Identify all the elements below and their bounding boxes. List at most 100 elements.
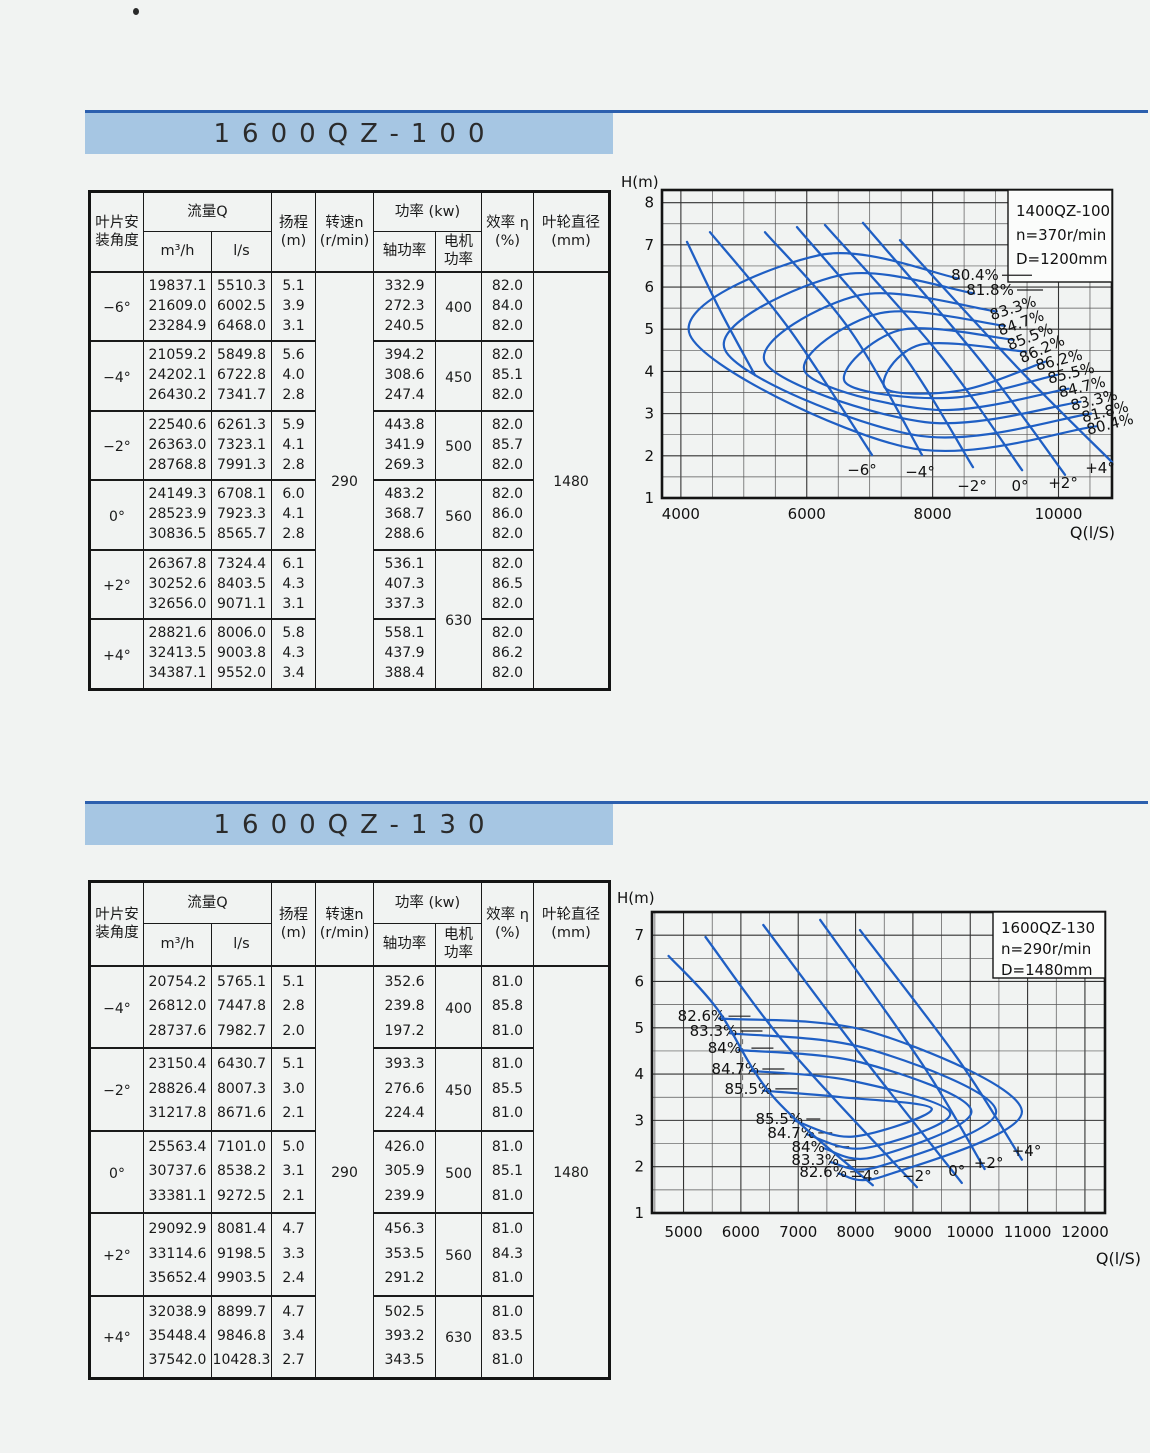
- cell-shaft-power: 337.3: [373, 595, 437, 619]
- cell-efficiency: 82.0: [481, 340, 535, 365]
- cell-blade-angle: +2°: [89, 548, 144, 619]
- efficiency-contour: [737, 1048, 973, 1160]
- legend-line: n=290r/min: [1001, 940, 1091, 958]
- cell-head: 5.9: [271, 409, 317, 434]
- header-flow: 流量Q: [142, 881, 273, 924]
- y-tick-label: 8: [644, 194, 654, 212]
- cell-flow-m3h: 28523.9: [143, 503, 212, 526]
- cell-head: 4.3: [271, 573, 317, 596]
- cell-efficiency: 81.0: [481, 964, 535, 993]
- x-tick-label: 6000: [722, 1223, 760, 1241]
- cell-head: 6.1: [271, 548, 317, 573]
- cell-shaft-power: 269.3: [373, 456, 437, 480]
- cell-flow-m3h: 26363.0: [143, 434, 212, 457]
- y-axis-label: H(m): [621, 173, 659, 191]
- y-tick-label: 4: [634, 1065, 644, 1083]
- cell-head: 5.0: [271, 1129, 317, 1158]
- cell-shaft-power: 437.9: [373, 642, 437, 665]
- legend-line: 1600QZ-130: [1001, 919, 1095, 937]
- cell-flow-ls: 8671.6: [210, 1103, 273, 1131]
- cell-head: 5.1: [271, 1047, 317, 1076]
- head-curve: [795, 225, 975, 469]
- cell-impeller-diameter: 1480: [533, 964, 611, 1378]
- cell-efficiency: 81.0: [481, 1212, 535, 1241]
- blade-angle-label: 0°: [1012, 477, 1029, 495]
- cell-flow-m3h: 24202.1: [143, 364, 212, 387]
- cell-head: 2.8: [271, 993, 317, 1021]
- cell-efficiency: 81.0: [481, 1129, 535, 1158]
- legend-line: 1400QZ-100: [1016, 202, 1110, 220]
- header-blade-angle: 叶片安 装角度: [89, 881, 144, 967]
- cell-flow-ls: 6261.3: [210, 409, 273, 434]
- chart-1-container: 1400QZ-100 n=370r/min D=1200mm H(m) Q(l/S) 1 2…: [615, 172, 1150, 548]
- cell-blade-angle: −4°: [89, 964, 144, 1048]
- cell-efficiency: 82.0: [481, 526, 535, 550]
- cell-head: 4.0: [271, 364, 317, 387]
- head-curve: [858, 928, 1024, 1161]
- cell-head: 4.1: [271, 503, 317, 526]
- cell-head: 4.7: [271, 1294, 317, 1323]
- table-body: −6° 19837.1 5510.3 5.1 290 332.9 400 82.0 1480 21…: [89, 270, 611, 689]
- header-efficiency: 效率 η (%): [481, 881, 535, 967]
- head-curves: −6° −4° −2° 0° +2° +4°: [685, 221, 1115, 495]
- cell-flow-ls: 6430.7: [210, 1047, 273, 1076]
- cell-efficiency: 86.5: [481, 573, 535, 596]
- cell-head: 3.4: [271, 1323, 317, 1351]
- cell-shaft-power: 239.8: [373, 993, 437, 1021]
- y-tick-label: 3: [644, 405, 654, 423]
- cell-blade-angle: 0°: [89, 479, 144, 550]
- y-tick-label: 2: [644, 447, 654, 465]
- cell-efficiency: 85.1: [481, 364, 535, 387]
- cell-flow-ls: 9903.5: [210, 1268, 273, 1296]
- cell-flow-ls: 7982.7: [210, 1020, 273, 1048]
- cell-head: 2.8: [271, 387, 317, 411]
- cell-motor-power: 450: [435, 1047, 483, 1131]
- cell-efficiency: 82.0: [481, 665, 535, 689]
- cell-head: 4.1: [271, 434, 317, 457]
- efficiency-contour: [722, 271, 1093, 439]
- efficiency-contours: 80.4%80.4%81.8%81.8%83.3%83.3%84.7%84.7%…: [687, 252, 1135, 453]
- head-curve-segment: [685, 240, 757, 377]
- cell-flow-ls: 9198.5: [210, 1240, 273, 1268]
- chart-2-container: 1600QZ-130 n=290r/min D=1480mm H(m) Q(l/S) 1 2…: [615, 885, 1150, 1289]
- cell-flow-m3h: 20754.2: [143, 964, 212, 993]
- y-tick-label: 2: [634, 1158, 644, 1176]
- cell-flow-ls: 9552.0: [210, 665, 273, 689]
- cell-flow-ls: 5765.1: [210, 964, 273, 993]
- efficiency-label-upper: 80.4%: [951, 266, 999, 284]
- cell-flow-m3h: 29092.9: [143, 1212, 212, 1241]
- cell-blade-angle: +4°: [89, 1294, 144, 1378]
- cell-shaft-power: 197.2: [373, 1020, 437, 1048]
- y-tick-label: 5: [634, 1019, 644, 1037]
- cell-head: 6.0: [271, 479, 317, 504]
- efficiency-label-lower: 82.6%: [799, 1163, 847, 1181]
- y-tick-label: 6: [644, 278, 654, 296]
- section-2-title: 1600QZ-130: [213, 809, 497, 840]
- section-2-title-bar: 1600QZ-130: [85, 804, 613, 845]
- y-tick-label: 1: [644, 489, 654, 507]
- cell-head: 2.8: [271, 456, 317, 480]
- cell-shaft-power: 502.5: [373, 1294, 437, 1323]
- cell-head: 5.8: [271, 618, 317, 643]
- cell-shaft-power: 291.2: [373, 1268, 437, 1296]
- section-1-title: 1600QZ-100: [213, 118, 497, 149]
- header-speed: 转速n (r/min): [315, 881, 375, 967]
- cell-efficiency: 81.0: [481, 1350, 535, 1378]
- cell-flow-m3h: 22540.6: [143, 409, 212, 434]
- cell-flow-ls: 7323.1: [210, 434, 273, 457]
- head-curve: [861, 221, 1067, 476]
- y-tick-label: 6: [634, 972, 644, 990]
- table-body: −4° 20754.2 5765.1 5.1 290 352.6 400 81.0 1480 26…: [89, 964, 611, 1378]
- cell-motor-power: 560: [435, 1212, 483, 1296]
- cell-blade-angle: 0°: [89, 1129, 144, 1213]
- cell-flow-m3h: 30836.5: [143, 526, 212, 550]
- cell-shaft-power: 426.0: [373, 1129, 437, 1158]
- cell-flow-m3h: 30737.6: [143, 1158, 212, 1186]
- x-tick-label: 11000: [1004, 1223, 1052, 1241]
- cell-efficiency: 85.1: [481, 1158, 535, 1186]
- cell-flow-m3h: 23284.9: [143, 317, 212, 341]
- cell-blade-angle: −6°: [89, 270, 144, 341]
- header-flow-m3h: m³/h: [143, 923, 212, 967]
- cell-head: 2.0: [271, 1020, 317, 1048]
- cell-head: 3.9: [271, 295, 317, 318]
